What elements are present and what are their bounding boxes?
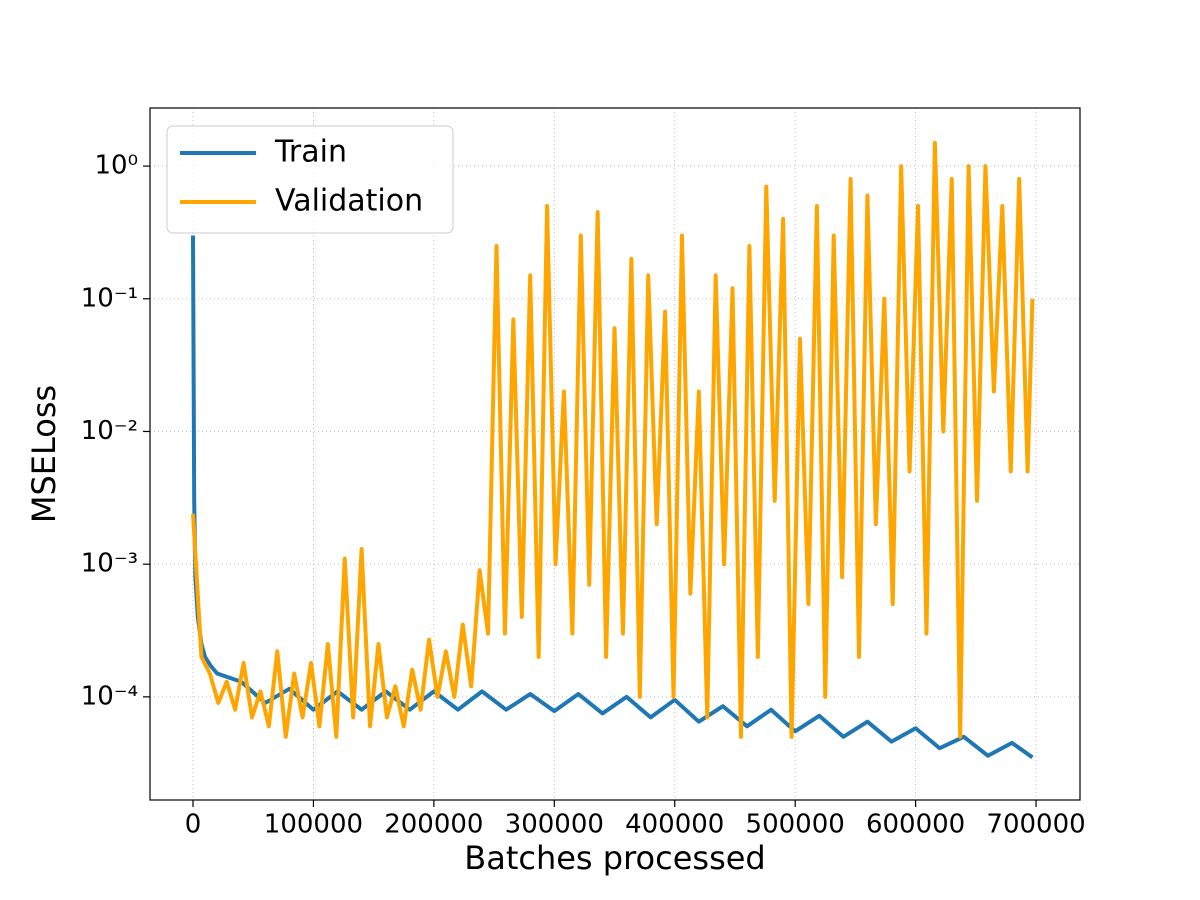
x-axis-label: Batches processed	[464, 839, 765, 877]
plot-area	[191, 140, 1035, 759]
x-tick-label: 0	[185, 810, 202, 840]
x-tick-label: 200000	[384, 810, 483, 840]
y-axis-label: MSELoss	[25, 385, 63, 523]
ticks: 0 100000 200000 300000 400000 500000 600000 700…	[81, 151, 1086, 840]
x-tick-label: 100000	[264, 810, 363, 840]
x-tick-label: 600000	[866, 810, 965, 840]
y-tick-label: 10⁻³	[81, 549, 138, 579]
y-tick-label: 10⁻¹	[81, 283, 138, 313]
x-tick-label: 700000	[986, 810, 1085, 840]
x-tick-label: 500000	[746, 810, 845, 840]
legend: Train Validation	[166, 125, 454, 234]
legend-label: Train	[274, 135, 347, 170]
axes-frame	[149, 107, 1081, 801]
y-tick-label: 10⁻²	[81, 416, 138, 446]
y-tick-label: 10⁻⁴	[81, 681, 138, 711]
series-line	[191, 235, 1034, 759]
legend-label: Validation	[275, 184, 423, 219]
x-tick-label: 400000	[625, 810, 724, 840]
x-tick-label: 300000	[505, 810, 604, 840]
y-tick-label: 10⁰	[94, 151, 138, 181]
series-line	[191, 140, 1035, 739]
